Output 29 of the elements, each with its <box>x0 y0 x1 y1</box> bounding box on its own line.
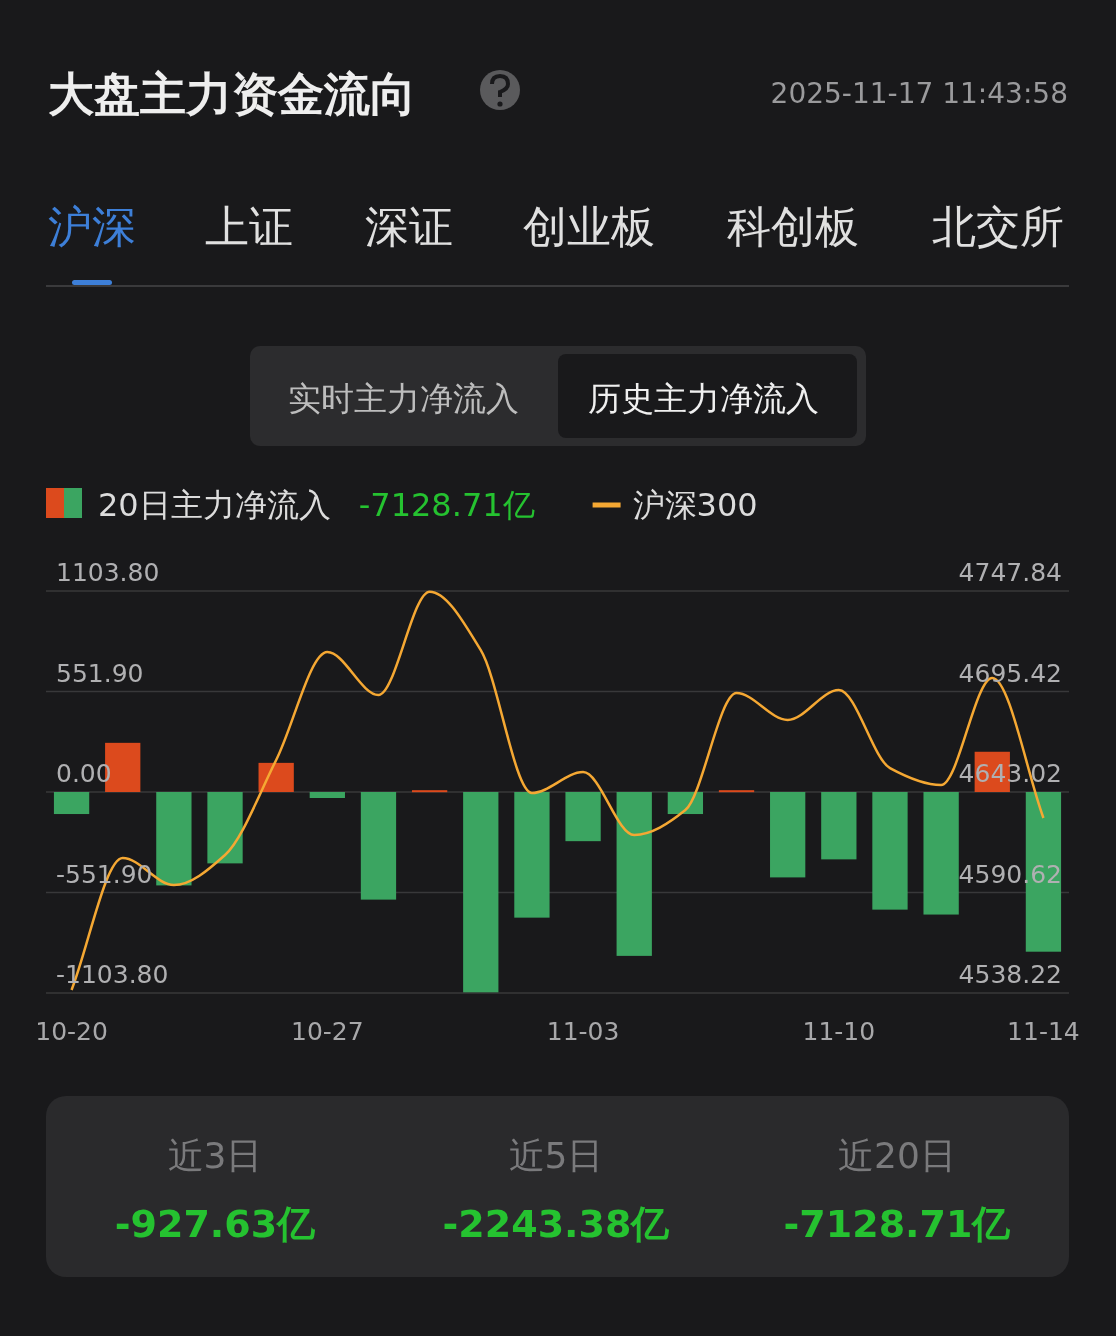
text: 近20日 <box>838 1135 956 1176</box>
x-tick-label: 11-10 <box>802 1017 876 1046</box>
x-tick-label: 10-20 <box>35 1017 108 1046</box>
text: 科创板 <box>727 201 859 252</box>
text: 上证 <box>205 201 293 252</box>
text: -927.63亿 <box>114 1202 317 1246</box>
y2-tick-label: 4695.42 <box>958 658 1062 688</box>
chart-subtitle: 2025-11-17 11:43:58 <box>770 77 1068 110</box>
x-tick-label: 11-03 <box>546 1017 620 1046</box>
legend-label: 20日主力净流入 <box>98 486 331 524</box>
text: -7128.71亿 <box>783 1202 1012 1246</box>
text: 实时主力净流入 <box>288 379 519 418</box>
text: 创业板 <box>523 201 655 252</box>
text: 近3日 <box>167 1135 263 1176</box>
legend-label: 沪深300 <box>632 486 758 524</box>
y2-tick-label: 4747.84 <box>958 558 1062 587</box>
text: 北交所 <box>932 201 1064 252</box>
text: 近5日 <box>508 1135 604 1176</box>
text: -7128.71亿 <box>358 486 535 524</box>
text: 深证 <box>365 201 453 252</box>
y-tick-label: 551.90 <box>56 658 144 688</box>
y-tick-label: 1103.80 <box>56 558 160 587</box>
x-tick-label: 10-27 <box>291 1017 364 1046</box>
chart-title: 大盘主力资金流向 <box>48 67 416 121</box>
text: -2243.38亿 <box>442 1202 671 1246</box>
text: 沪深 <box>48 201 136 252</box>
x-tick-label: 11-14 <box>1007 1017 1080 1046</box>
y2-tick-label: 4538.22 <box>958 960 1062 989</box>
text: 历史主力净流入 <box>588 379 819 418</box>
